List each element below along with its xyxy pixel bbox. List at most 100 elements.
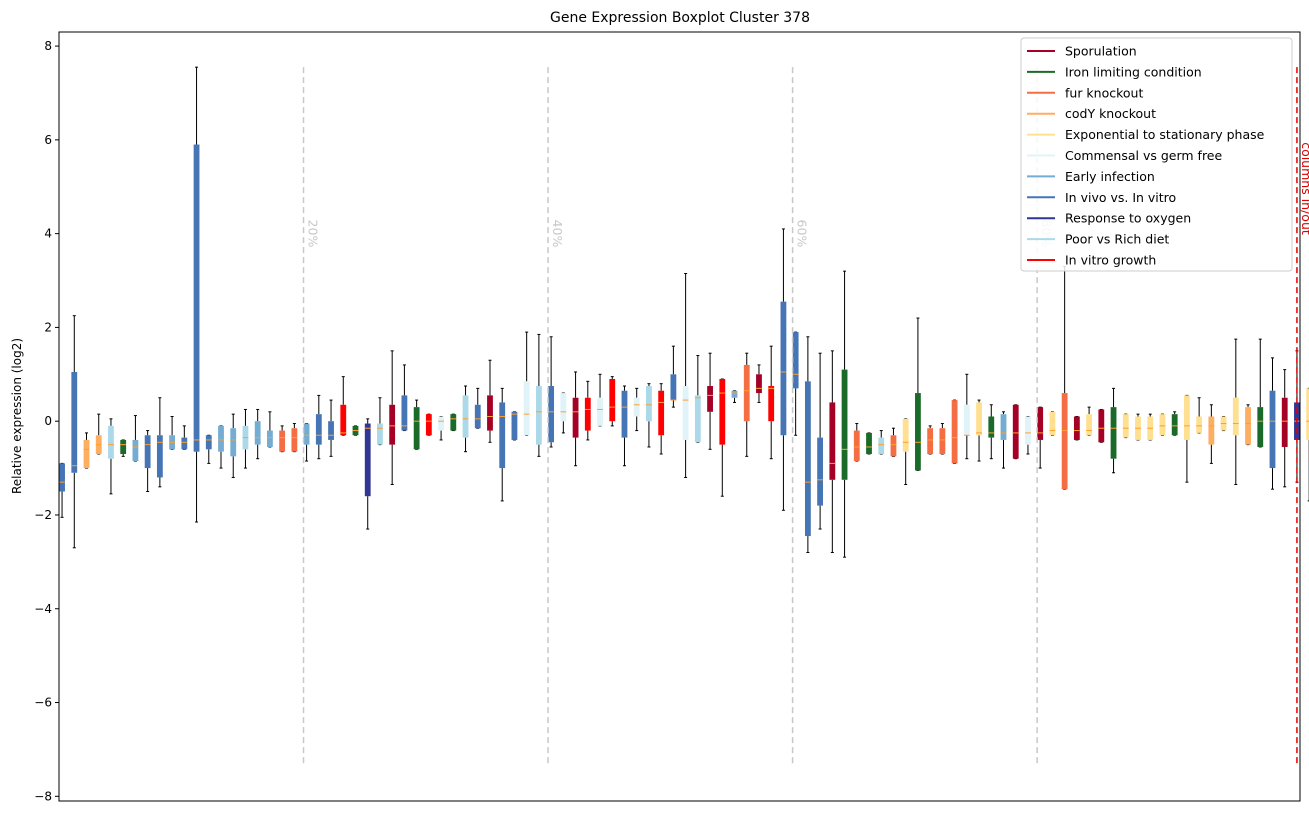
box-body: [523, 381, 530, 436]
legend-entry: Exponential to stationary phase: [1027, 127, 1265, 142]
box-76: [976, 399, 982, 462]
legend-label: Response to oxygen: [1065, 211, 1191, 226]
box-body: [756, 374, 762, 394]
box-body: [1184, 395, 1190, 440]
box-body: [487, 395, 493, 431]
box-body: [1269, 390, 1276, 469]
box-28: [389, 350, 396, 485]
y-tick-label: 2: [44, 320, 52, 334]
box-97: [1232, 338, 1239, 485]
box-body: [829, 402, 836, 480]
box-100: [1269, 357, 1276, 490]
box-23: [328, 399, 334, 457]
box-16: [242, 408, 249, 469]
box-body: [804, 381, 811, 537]
box-88: [1122, 413, 1129, 439]
box-body: [267, 430, 273, 447]
box-96: [1220, 416, 1227, 432]
box-5: [108, 418, 114, 495]
box-30: [413, 399, 420, 450]
box-body: [1098, 409, 1105, 443]
box-93: [1184, 394, 1190, 483]
box-40: [535, 333, 542, 457]
box-body: [1306, 388, 1309, 440]
box-body: [413, 407, 420, 450]
legend-entry: In vitro growth: [1027, 253, 1156, 268]
box-body: [1257, 407, 1264, 447]
legend-entry: Response to oxygen: [1027, 211, 1191, 226]
box-body: [1122, 414, 1129, 438]
percent-marker-label: 60%: [795, 220, 810, 248]
legend-entry: Early infection: [1027, 169, 1155, 184]
box-body: [499, 402, 506, 469]
y-tick-label: −6: [34, 696, 52, 710]
box-82: [1049, 411, 1056, 436]
box-body: [1000, 414, 1007, 440]
box-64: [829, 350, 836, 553]
box-body: [1208, 416, 1215, 445]
box-body: [963, 404, 970, 436]
box-body: [511, 411, 518, 440]
box-94: [1196, 397, 1203, 434]
box-body: [1232, 397, 1239, 436]
box-body: [120, 439, 127, 455]
box-34: [462, 385, 469, 453]
legend-label: Poor vs Rich diet: [1065, 232, 1169, 247]
box-body: [621, 390, 628, 438]
legend-label: Sporulation: [1065, 44, 1137, 59]
box-body: [890, 435, 897, 457]
box-body: [1049, 411, 1056, 436]
box-74: [951, 399, 958, 464]
box-22: [315, 394, 322, 460]
legend-label: Exponential to stationary phase: [1065, 127, 1265, 142]
y-axis-label: Relative expression (log2): [10, 338, 24, 494]
box-body: [572, 397, 579, 438]
y-tick-label: −2: [34, 508, 52, 522]
box-body: [389, 404, 396, 445]
box-body: [303, 423, 310, 445]
box-61: [792, 331, 799, 436]
box-65: [841, 270, 848, 558]
box-body: [670, 374, 677, 401]
legend-entry: Commensal vs germ free: [1027, 148, 1222, 163]
box-46: [609, 376, 616, 427]
box-body: [817, 437, 824, 506]
box-78: [1000, 411, 1007, 469]
box-body: [462, 395, 469, 438]
legend-entry: Sporulation: [1027, 44, 1137, 59]
legend-entry: Poor vs Rich diet: [1027, 232, 1169, 247]
box-36: [487, 359, 493, 443]
box-body: [291, 428, 298, 452]
box-89: [1135, 413, 1141, 441]
box-body: [743, 364, 750, 422]
box-body: [1110, 407, 1117, 459]
box-body: [915, 393, 921, 471]
legend-entry: fur knockout: [1027, 85, 1143, 100]
box-49: [646, 383, 652, 448]
box-81: [1037, 406, 1044, 469]
box-67: [866, 432, 872, 455]
box-86: [1098, 408, 1105, 443]
box-38: [511, 411, 518, 441]
box-59: [768, 345, 775, 460]
box-7: [132, 415, 139, 462]
box-body: [144, 435, 151, 469]
box-63: [817, 352, 824, 530]
box-92: [1171, 411, 1178, 436]
box-99: [1257, 338, 1264, 448]
box-9: [156, 397, 163, 488]
box-42: [560, 392, 567, 434]
box-body: [364, 423, 371, 497]
box-series: [59, 66, 1309, 558]
box-48: [633, 387, 640, 432]
box-95: [1208, 404, 1215, 464]
box-87: [1110, 387, 1117, 474]
legend: Sporulation Iron limiting condition fur kn…: [1020, 37, 1293, 272]
chart-title: Gene Expression Boxplot Cluster 378: [550, 10, 810, 26]
box-31: [425, 413, 432, 436]
box-58: [756, 364, 762, 403]
box-body: [731, 390, 738, 398]
box-body: [1073, 416, 1080, 440]
box-body: [939, 428, 946, 455]
box-39: [523, 331, 530, 436]
